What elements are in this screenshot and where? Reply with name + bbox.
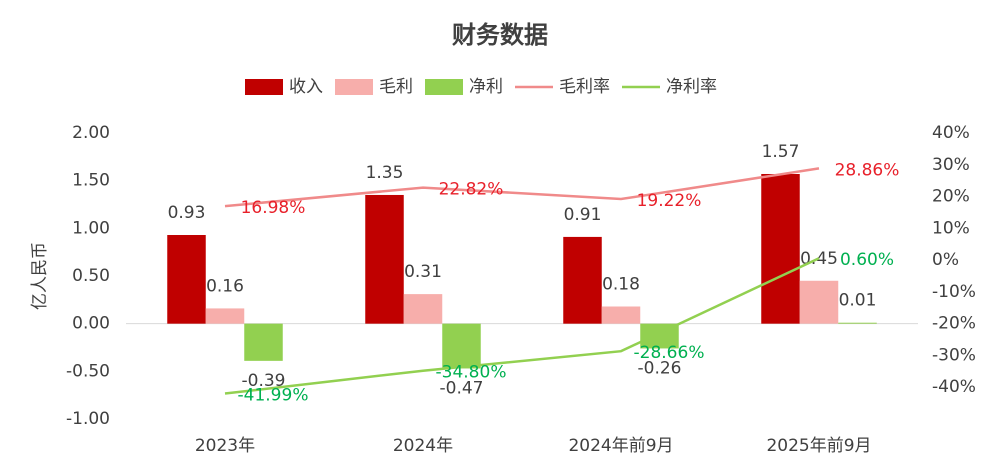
line-value-label: -41.99% — [238, 386, 309, 406]
bar-value-label: -0.26 — [638, 358, 682, 378]
bar — [205, 308, 245, 324]
bar — [244, 323, 283, 361]
y-tick-label: 1.50 — [72, 171, 110, 191]
x-tick-label: 2023年 — [195, 436, 255, 456]
legend-swatch — [245, 79, 283, 95]
y-tick-label: -1.00 — [66, 409, 110, 429]
line-value-label: 16.98% — [241, 198, 306, 218]
x-tick-label: 2024年前9月 — [568, 436, 673, 456]
legend-swatch — [335, 79, 373, 95]
x-tick-label: 2025年前9月 — [766, 436, 871, 456]
bar — [601, 306, 641, 324]
y-tick-label: -0.50 — [66, 361, 110, 381]
legend-label: 净利 — [469, 77, 503, 97]
bar-value-label: 0.16 — [206, 276, 244, 296]
y2-tick-label: 0% — [932, 250, 959, 270]
legend-label: 毛利 — [379, 77, 413, 97]
bar-value-label: 0.31 — [404, 262, 442, 282]
bar — [167, 235, 206, 324]
line — [224, 167, 820, 208]
line-value-label: 0.60% — [840, 250, 894, 270]
bar — [838, 322, 877, 324]
bar-value-label: 1.35 — [366, 163, 404, 183]
y-axis-label: 亿人民币 — [30, 242, 50, 310]
bar-value-label: -0.47 — [440, 378, 484, 398]
line-value-label: 28.86% — [835, 160, 900, 180]
line-value-label: 19.22% — [637, 191, 702, 211]
y2-tick-label: 40% — [932, 123, 970, 143]
y-tick-label: 2.00 — [72, 123, 110, 143]
legend-label: 收入 — [289, 77, 323, 97]
legend-label: 毛利率 — [559, 77, 610, 97]
legend-swatch — [425, 79, 463, 95]
y-tick-label: 0.50 — [72, 266, 110, 286]
bar-value-label: 0.18 — [602, 275, 640, 295]
legend-label: 净利率 — [666, 77, 717, 97]
y2-tick-label: -40% — [932, 377, 976, 397]
bar — [761, 173, 800, 324]
chart-title: 财务数据 — [452, 21, 548, 49]
y-tick-label: 0.00 — [72, 314, 110, 334]
bar-value-label: 0.01 — [839, 291, 877, 311]
bar-value-label: -0.39 — [242, 371, 286, 391]
line-value-label: 22.82% — [439, 180, 504, 200]
x-tick-label: 2024年 — [393, 436, 453, 456]
y2-tick-label: 20% — [932, 187, 970, 207]
y2-tick-label: -30% — [932, 345, 976, 365]
line — [224, 257, 820, 395]
bar-value-label: 1.57 — [762, 142, 800, 162]
bar — [403, 294, 443, 324]
line-value-label: -34.80% — [436, 363, 507, 383]
y2-tick-label: 30% — [932, 155, 970, 175]
y-tick-label: 1.00 — [72, 218, 110, 238]
y2-tick-label: -10% — [932, 282, 976, 302]
line-value-label: -28.66% — [634, 343, 705, 363]
bar — [442, 323, 481, 369]
bar — [799, 280, 839, 324]
y2-tick-label: 10% — [932, 218, 970, 238]
bar — [365, 194, 404, 324]
bar — [563, 236, 602, 324]
y2-tick-label: -20% — [932, 314, 976, 334]
bar-value-label: 0.93 — [168, 203, 206, 223]
bar-value-label: 0.91 — [564, 205, 602, 225]
